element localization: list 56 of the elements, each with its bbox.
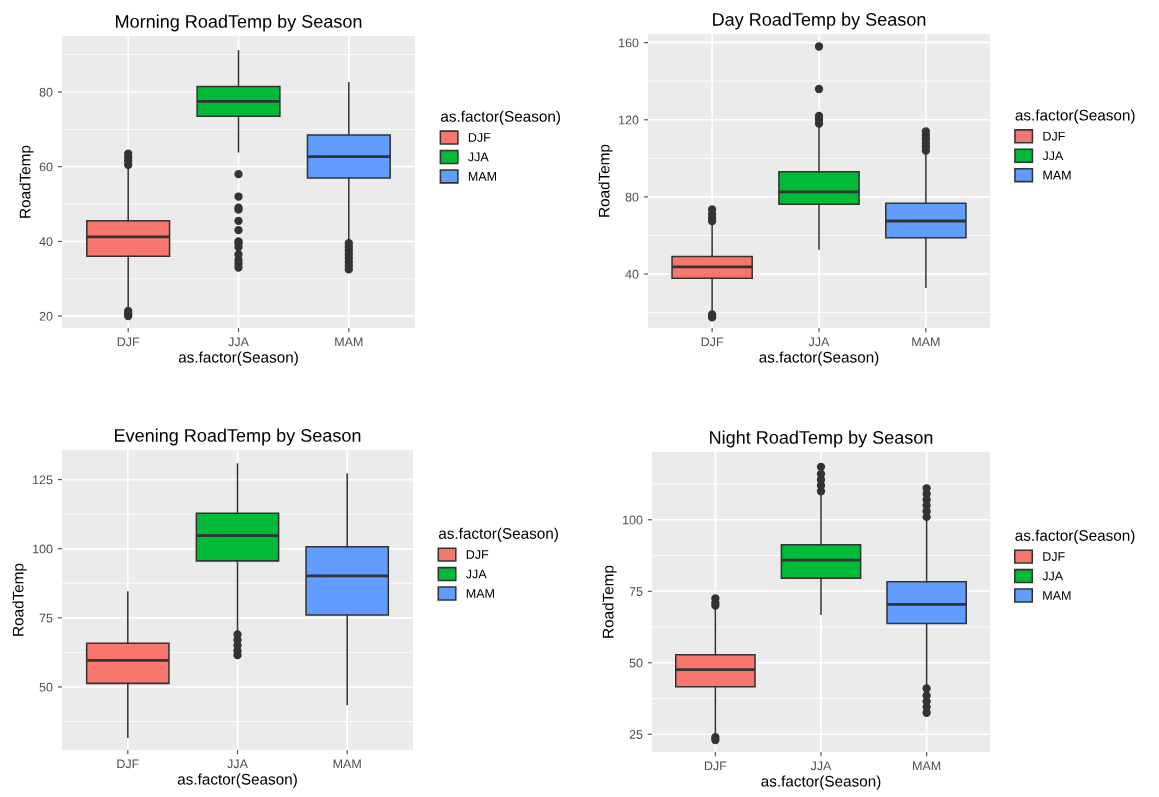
legend-label: MAM [1043, 170, 1071, 180]
y-tick-label: 80 [39, 87, 53, 97]
y-tick-label: 75 [629, 587, 643, 596]
x-tick-label: JJA [808, 337, 830, 347]
x-tick-label: DJF [701, 337, 724, 347]
x-tick-label: MAM [335, 337, 363, 347]
legend-label: MAM [1043, 591, 1071, 600]
x-tick-label: MAM [333, 759, 361, 769]
x-tick-label: DJF [117, 337, 140, 347]
x-tick-label: MAM [913, 761, 941, 771]
y-tick-label: 50 [629, 658, 643, 668]
y-tick-label: 50 [39, 682, 53, 692]
legend-label: DJF [468, 133, 491, 142]
legend-title: as.factor(Season) [441, 110, 560, 125]
x-tick-label: JJA [227, 759, 248, 769]
x-tick-label: JJA [810, 761, 832, 771]
y-axis-title: RoadTemp [19, 145, 34, 218]
x-tick-label: JJA [228, 337, 249, 347]
legend-title: as.factor(Season) [1015, 529, 1135, 544]
legend-label: JJA [1042, 151, 1064, 161]
legend-label: JJA [465, 569, 487, 579]
y-axis-title: RoadTemp [602, 565, 617, 638]
x-axis-title: as.factor(Season) [178, 351, 298, 366]
legend-label: JJA [1042, 571, 1064, 581]
y-tick-label: 25 [629, 730, 643, 739]
y-tick-label: 100 [33, 544, 53, 554]
legend-label: MAM [468, 172, 497, 181]
y-tick-label: 160 [619, 38, 639, 48]
legend-label: MAM [466, 589, 494, 598]
x-tick-label: DJF [704, 761, 727, 771]
y-tick-label: 75 [39, 613, 53, 623]
y-tick-label: 20 [39, 311, 53, 321]
chart-title: Evening RoadTemp by Season [115, 428, 361, 446]
legend-title: as.factor(Season) [1015, 109, 1135, 124]
chart-title: Morning RoadTemp by Season [116, 14, 362, 32]
legend-label: JJA [468, 152, 489, 162]
y-tick-label: 40 [39, 237, 53, 247]
chart-title: Night RoadTemp by Season [710, 430, 933, 448]
x-tick-label: DJF [117, 759, 139, 769]
y-tick-label: 100 [623, 515, 643, 525]
legend-title: as.factor(Season) [438, 527, 558, 542]
legend-label: DJF [466, 550, 489, 559]
legend-label: DJF [1043, 552, 1065, 561]
y-tick-label: 40 [625, 269, 639, 279]
y-axis-title: RoadTemp [12, 563, 27, 636]
y-tick-label: 120 [619, 115, 639, 125]
y-tick-label: 60 [39, 162, 53, 172]
y-tick-label: 80 [625, 192, 639, 202]
y-axis-title: RoadTemp [598, 144, 613, 217]
x-tick-label: MAM [912, 337, 940, 347]
x-axis-title: as.factor(Season) [761, 775, 881, 790]
chart-title: Day RoadTemp by Season [713, 12, 926, 30]
x-axis-title: as.factor(Season) [759, 351, 879, 366]
y-tick-label: 125 [33, 475, 53, 485]
x-axis-title: as.factor(Season) [177, 773, 297, 788]
legend-label: DJF [1043, 131, 1065, 141]
